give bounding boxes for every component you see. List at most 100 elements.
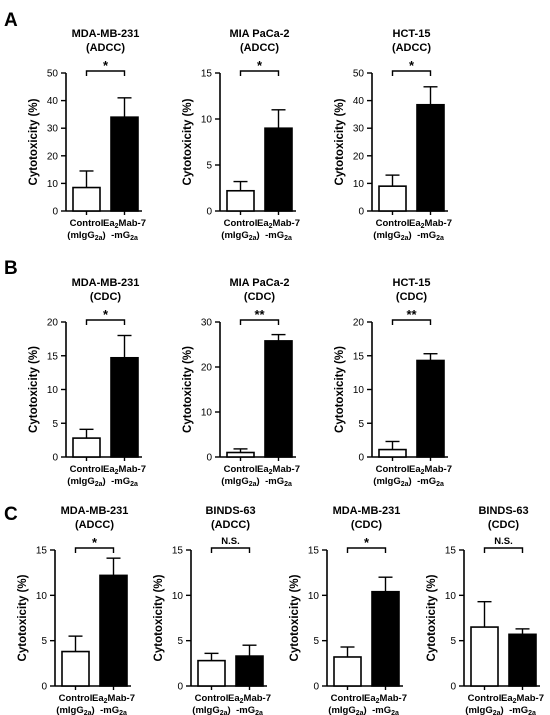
chart-8: BINDS-63 (ADCC) 0 5 10 15 Cytotoxicity (%) Cont… (153, 505, 271, 715)
x-tick-label-part: Control (468, 693, 502, 704)
chart-4: MDA-MB-231 (CDC) 0 5 10 15 20 Cytotoxicity (%) C… (28, 277, 146, 488)
y-axis-label: Cytotoxicity (%) (182, 98, 194, 185)
significance-label: * (409, 58, 415, 73)
y-axis-label: Cytotoxicity (%) (153, 574, 165, 661)
chart-6: HCT-15 (CDC) 0 5 10 15 20 Cytotoxicity (%) Contr… (334, 277, 452, 488)
y-tick-label: 5 (41, 636, 47, 647)
bar-control (61, 650, 90, 687)
x-tick-label-part: -mG (417, 230, 436, 241)
panel-label-c: C (4, 504, 18, 525)
x-tick-label-part: Ea (103, 218, 115, 229)
x-tick-label-part: (mIgG (67, 476, 94, 487)
chart-title: HCT-15 (393, 277, 431, 289)
chart-title: MIA PaCa-2 (229, 28, 289, 40)
x-tick-label-part: Ea (257, 464, 269, 475)
y-tick-label: 0 (52, 207, 58, 218)
y-tick-label: 15 (445, 546, 457, 557)
y-tick-label: 15 (308, 546, 320, 557)
y-axis-label: Cytotoxicity (%) (426, 574, 438, 661)
x-tick-label-part: Mab-7 (119, 464, 146, 475)
x-tick-label-part: Ea (92, 693, 104, 704)
x-tick-label-subscript: 2 (421, 223, 425, 230)
significance-label: * (364, 535, 370, 550)
chart-subtitle: (ADCC) (392, 42, 431, 54)
y-axis-label: Cytotoxicity (%) (182, 346, 194, 433)
x-tick-label: -mG2a (417, 476, 444, 488)
x-tick-label-part: Control (224, 218, 258, 229)
significance-label: * (103, 307, 109, 322)
x-tick-label: Ea2Mab-7 (103, 464, 146, 476)
y-axis-label: Cytotoxicity (%) (289, 574, 301, 661)
y-tick-label: 0 (177, 682, 183, 693)
x-tick-label: Ea2Mab-7 (92, 693, 135, 705)
x-tick-label-part: Control (376, 218, 410, 229)
y-tick-label: 20 (47, 318, 59, 329)
y-tick-label: 15 (201, 69, 213, 80)
chart-subtitle: (ADCC) (240, 42, 279, 54)
x-tick-label-part: -mG (100, 705, 119, 715)
chart-1: MDA-MB-231 (ADCC) 0 10 20 30 40 50 Cytotoxicity … (28, 28, 146, 242)
significance-bracket (391, 70, 432, 76)
chart-subtitle: (CDC) (351, 519, 382, 531)
x-tick-label-part: Mab-7 (517, 693, 544, 704)
x-tick-label: (mIgG2a) (67, 476, 105, 488)
significance-bracket (483, 547, 524, 553)
x-tick-label-subscript: 2a (356, 710, 364, 715)
x-tick-label-part: Control (376, 464, 410, 475)
x-tick-label: Control (376, 464, 410, 475)
x-tick-label-subscript: 2 (269, 469, 273, 476)
y-axis-label: Cytotoxicity (%) (17, 574, 29, 661)
x-tick-label: Control (70, 464, 104, 475)
y-axis-label: Cytotoxicity (%) (334, 98, 346, 185)
x-tick-label-part: -mG (236, 705, 255, 715)
x-tick-label-subscript: 2a (436, 235, 444, 242)
y-tick-label: 10 (47, 179, 59, 190)
x-tick-label-subscript: 2a (220, 710, 228, 715)
bar-control (333, 656, 362, 687)
y-tick-label: 5 (450, 636, 456, 647)
bar-control (226, 451, 255, 458)
x-tick-label-part: Ea (228, 693, 240, 704)
chart-title: MDA-MB-231 (72, 28, 140, 40)
x-tick-label-part: (mIgG (465, 705, 492, 715)
x-tick-label: Control (331, 693, 365, 704)
x-tick-label-subscript: 2a (284, 481, 292, 488)
chart-subtitle: (CDC) (488, 519, 519, 531)
x-tick-label-part: Mab-7 (273, 218, 300, 229)
x-tick-label-part: ) (409, 476, 412, 487)
y-tick-label: 5 (52, 419, 58, 430)
bar-ea2mab-7 (508, 633, 537, 687)
x-tick-label-subscript: 2a (255, 710, 263, 715)
x-tick-label-part: ) (92, 705, 95, 715)
bar-control (72, 186, 101, 212)
x-tick-label-subscript: 2a (436, 481, 444, 488)
y-tick-label: 15 (47, 351, 59, 362)
x-tick-label-part: -mG (417, 476, 436, 487)
significance-bracket (85, 70, 126, 76)
y-tick-label: 40 (353, 96, 365, 107)
y-tick-label: 0 (358, 207, 364, 218)
bar-ea2mab-7 (416, 103, 445, 212)
chart-subtitle: (ADCC) (211, 519, 250, 531)
x-tick-label-part: -mG (509, 705, 528, 715)
bar-control (470, 626, 499, 687)
significance-bracket (346, 547, 387, 553)
x-tick-label-part: ) (364, 705, 367, 715)
x-tick-label-subscript: 2a (130, 235, 138, 242)
x-tick-label-subscript: 2a (95, 481, 103, 488)
x-tick-label: Control (468, 693, 502, 704)
y-tick-label: 20 (47, 151, 59, 162)
x-tick-label-part: ) (103, 476, 106, 487)
x-tick-label-part: (mIgG (221, 230, 248, 241)
x-tick-label-part: ) (257, 230, 260, 241)
x-tick-label: Ea2Mab-7 (501, 693, 544, 705)
x-tick-label-part: Mab-7 (425, 464, 452, 475)
y-tick-label: 10 (47, 385, 59, 396)
x-tick-label: Control (59, 693, 93, 704)
x-tick-label: Ea2Mab-7 (228, 693, 271, 705)
x-tick-label-part: ) (103, 230, 106, 241)
x-tick-label-subscript: 2a (249, 235, 257, 242)
x-tick-label-part: -mG (111, 476, 130, 487)
significance-bracket (85, 319, 126, 325)
x-tick-label: -mG2a (265, 230, 292, 242)
